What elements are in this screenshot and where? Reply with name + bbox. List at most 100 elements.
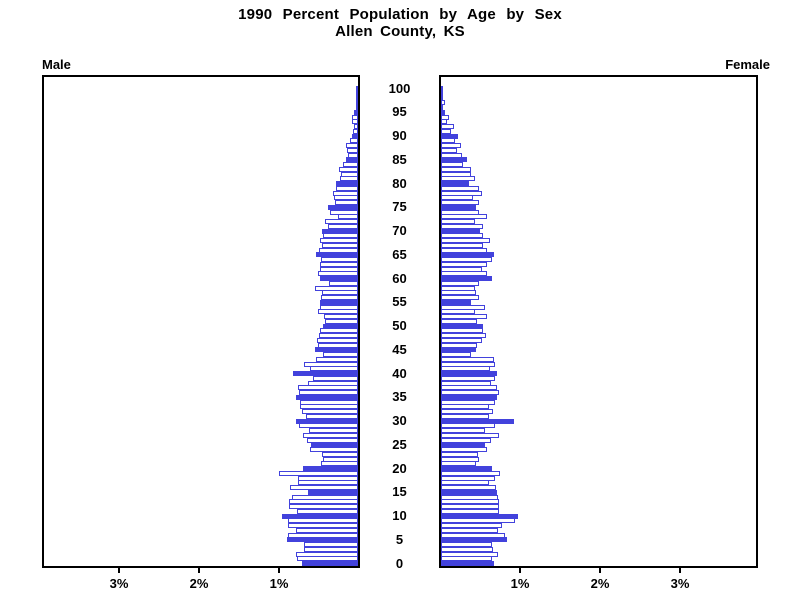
female-bar-age-100 bbox=[441, 86, 443, 92]
x-tick-label-left-1: 1% bbox=[269, 576, 289, 591]
female-bar-age-54 bbox=[441, 304, 485, 310]
female-bar-age-57 bbox=[441, 290, 477, 296]
male-bar-age-88 bbox=[346, 143, 358, 149]
age-tick-label-25: 25 bbox=[392, 436, 407, 452]
female-bar-age-76 bbox=[441, 200, 479, 206]
male-bar-age-97 bbox=[356, 100, 358, 106]
male-bar-age-21 bbox=[321, 461, 358, 467]
age-tick-label-75: 75 bbox=[392, 199, 407, 215]
female-bar-age-83 bbox=[441, 166, 472, 172]
female-bar-age-93 bbox=[441, 119, 448, 125]
female-bar-age-53 bbox=[441, 309, 475, 315]
female-bar-age-26 bbox=[441, 437, 491, 443]
chart-title-line-2: Allen County, KS bbox=[335, 23, 465, 40]
female-bar-age-50 bbox=[441, 323, 483, 329]
age-tick-label-100: 100 bbox=[388, 80, 411, 96]
female-bar-age-6 bbox=[441, 532, 505, 538]
male-bar-age-18 bbox=[298, 475, 358, 481]
female-bar-age-94 bbox=[441, 114, 449, 120]
age-tick-label-40: 40 bbox=[392, 365, 407, 381]
male-bar-age-4 bbox=[303, 542, 358, 548]
age-tick-label-50: 50 bbox=[392, 318, 407, 334]
male-bar-age-82 bbox=[341, 171, 358, 177]
female-bar-age-62 bbox=[441, 266, 482, 272]
female-bar-age-48 bbox=[441, 333, 486, 339]
female-bar-age-40 bbox=[441, 371, 497, 377]
male-bar-age-81 bbox=[340, 176, 358, 182]
female-bar-age-17 bbox=[441, 480, 489, 486]
male-bar-age-85 bbox=[346, 157, 358, 163]
female-bar-age-78 bbox=[441, 190, 482, 196]
male-bar-age-76 bbox=[334, 200, 358, 206]
age-tick-label-35: 35 bbox=[392, 389, 407, 405]
female-bar-age-49 bbox=[441, 328, 484, 334]
age-tick-label-80: 80 bbox=[392, 175, 407, 191]
female-bar-age-29 bbox=[441, 423, 496, 429]
age-tick-label-65: 65 bbox=[392, 246, 407, 262]
male-bar-age-10 bbox=[282, 513, 358, 519]
x-tick-label-left-3: 3% bbox=[109, 576, 129, 591]
male-bar-age-58 bbox=[314, 285, 358, 291]
female-bar-age-67 bbox=[441, 242, 484, 248]
male-bar-age-100 bbox=[356, 86, 358, 92]
male-bar-age-53 bbox=[318, 309, 358, 315]
male-bar-age-50 bbox=[322, 323, 358, 329]
male-bar-age-26 bbox=[306, 437, 358, 443]
female-panel-label: Female bbox=[725, 57, 770, 72]
male-bar-age-51 bbox=[325, 318, 358, 324]
male-bar-age-42 bbox=[304, 361, 358, 367]
female-bar-age-44 bbox=[441, 352, 472, 358]
female-bar-age-97 bbox=[441, 100, 445, 106]
age-tick-label-10: 10 bbox=[392, 508, 407, 524]
female-bar-age-81 bbox=[441, 176, 475, 182]
female-bar-age-35 bbox=[441, 394, 497, 400]
female-bar-age-86 bbox=[441, 152, 462, 158]
x-tick-mark-right-1 bbox=[519, 568, 521, 573]
male-bar-age-63 bbox=[319, 261, 358, 267]
male-bar-age-16 bbox=[290, 485, 358, 491]
male-bar-age-65 bbox=[315, 252, 358, 258]
male-bar-age-7 bbox=[295, 527, 358, 533]
female-bar-age-72 bbox=[441, 219, 476, 225]
female-bar-age-84 bbox=[441, 162, 463, 168]
female-bar-age-0 bbox=[441, 561, 494, 567]
male-bar-age-31 bbox=[306, 413, 358, 419]
female-bar-age-8 bbox=[441, 523, 502, 529]
male-bar-age-32 bbox=[302, 409, 358, 415]
female-bar-age-69 bbox=[441, 233, 484, 239]
female-bar-age-3 bbox=[441, 546, 493, 552]
male-bar-age-49 bbox=[320, 328, 358, 334]
male-bar-age-61 bbox=[318, 271, 358, 277]
male-bar-age-84 bbox=[342, 162, 358, 168]
male-bar-age-27 bbox=[302, 432, 358, 438]
male-bar-age-8 bbox=[288, 523, 358, 529]
male-bar-age-1 bbox=[297, 556, 358, 562]
age-tick-label-5: 5 bbox=[395, 531, 404, 547]
male-bar-age-9 bbox=[288, 518, 358, 524]
female-bar-age-85 bbox=[441, 157, 467, 163]
male-bar-age-25 bbox=[310, 442, 358, 448]
female-bar-age-51 bbox=[441, 318, 477, 324]
female-bar-age-32 bbox=[441, 409, 493, 415]
female-bar-age-60 bbox=[441, 276, 493, 282]
male-bar-age-62 bbox=[319, 266, 358, 272]
male-bar-age-17 bbox=[298, 480, 358, 486]
female-bar-age-66 bbox=[441, 247, 487, 253]
female-bar-age-37 bbox=[441, 385, 497, 391]
male-bar-age-28 bbox=[309, 428, 358, 434]
female-bar-age-12 bbox=[441, 504, 499, 510]
age-tick-label-30: 30 bbox=[392, 413, 407, 429]
male-bar-age-2 bbox=[295, 551, 358, 557]
female-bar-age-74 bbox=[441, 209, 480, 215]
female-bar-age-77 bbox=[441, 195, 473, 201]
female-bar-age-23 bbox=[441, 451, 478, 457]
male-bar-age-68 bbox=[320, 238, 358, 244]
male-bar-age-20 bbox=[302, 466, 358, 472]
female-bar-age-39 bbox=[441, 375, 496, 381]
female-bar-age-61 bbox=[441, 271, 487, 277]
female-bar-age-27 bbox=[441, 432, 499, 438]
age-tick-label-60: 60 bbox=[392, 270, 407, 286]
male-bar-age-0 bbox=[302, 561, 358, 567]
male-bar-age-37 bbox=[298, 385, 358, 391]
female-bar-age-2 bbox=[441, 551, 498, 557]
